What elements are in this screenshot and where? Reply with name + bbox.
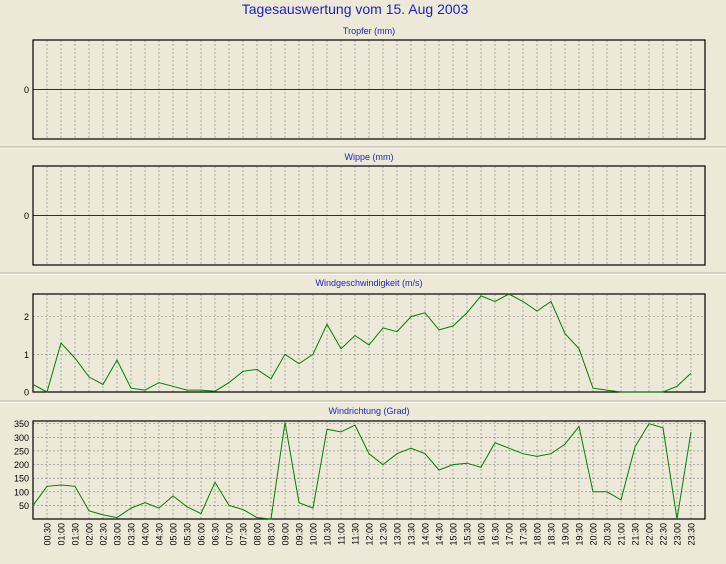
x-tick-label: 01:30 [71,523,81,546]
x-tick-label: 13:30 [407,523,417,546]
plot-frame [32,39,706,140]
x-tick-label: 02:00 [85,523,95,546]
x-tick-label: 17:00 [505,523,515,546]
x-tick-label: 11:30 [351,523,361,545]
x-tick-label: 12:00 [365,523,375,546]
x-tick-label: 10:00 [309,523,319,546]
panel-title: Wippe (mm) [345,152,394,162]
y-tick-label: 0 [24,388,29,398]
y-tick-label: 200 [14,460,29,470]
x-tick-label: 03:30 [127,523,137,546]
y-tick-label: 0 [24,85,29,95]
x-tick-label: 21:30 [631,523,641,546]
series-line [32,422,692,520]
x-tick-label: 20:30 [603,523,613,546]
plot-frame [32,420,706,520]
x-tick-label: 16:00 [477,523,487,546]
x-tick-label: 04:30 [155,523,165,546]
panel-title: Windrichtung (Grad) [328,406,409,416]
x-tick-label: 14:00 [421,523,431,546]
x-tick-label: 00:30 [43,523,53,546]
x-tick-label: 11:00 [337,523,347,545]
x-tick-label: 12:30 [379,523,389,546]
y-tick-label: 300 [14,433,29,443]
panel-title: Tropfer (mm) [343,26,395,36]
x-tick-label: 19:00 [561,523,571,546]
x-tick-label: 05:00 [169,523,179,546]
x-tick-label: 07:00 [225,523,235,546]
x-tick-label: 22:00 [645,523,655,546]
y-tick-label: 50 [19,501,29,511]
x-tick-label: 13:00 [393,523,403,546]
y-tick-label: 1 [24,350,29,360]
x-tick-label: 06:00 [197,523,207,546]
panel-title: Windgeschwindigkeit (m/s) [315,278,422,288]
y-tick-label: 2 [24,312,29,322]
x-tick-label: 03:00 [113,523,123,546]
x-tick-label: 23:30 [687,523,697,546]
x-tick-label: 22:30 [659,523,669,546]
x-tick-label: 10:30 [323,523,333,546]
y-tick-label: 150 [14,474,29,484]
x-tick-label: 02:30 [99,523,109,546]
plot-frame [32,293,706,393]
y-tick-label: 350 [14,419,29,429]
x-tick-label: 08:30 [267,523,277,546]
x-tick-label: 05:30 [183,523,193,546]
x-tick-label: 20:00 [589,523,599,546]
x-tick-label: 21:00 [617,523,627,546]
x-tick-label: 04:00 [141,523,151,546]
x-tick-label: 19:30 [575,523,585,546]
y-tick-label: 250 [14,446,29,456]
x-tick-label: 23:00 [673,523,683,546]
x-tick-label: 09:00 [281,523,291,546]
x-tick-label: 07:30 [239,523,249,546]
x-tick-label: 18:00 [533,523,543,546]
plot-frame [32,165,706,266]
x-tick-label: 15:00 [449,523,459,546]
x-tick-label: 14:30 [435,523,445,546]
x-tick-label: 16:30 [491,523,501,546]
x-tick-label: 18:30 [547,523,557,546]
x-tick-label: 06:30 [211,523,221,546]
series-line [32,293,692,393]
page-title: Tagesauswertung vom 15. Aug 2003 [242,1,469,17]
x-tick-label: 09:30 [295,523,305,546]
x-tick-label: 15:30 [463,523,473,546]
y-tick-label: 0 [24,211,29,221]
x-tick-label: 17:30 [519,523,529,546]
y-tick-label: 100 [14,487,29,497]
x-tick-label: 01:00 [57,523,67,546]
x-tick-label: 08:00 [253,523,263,546]
